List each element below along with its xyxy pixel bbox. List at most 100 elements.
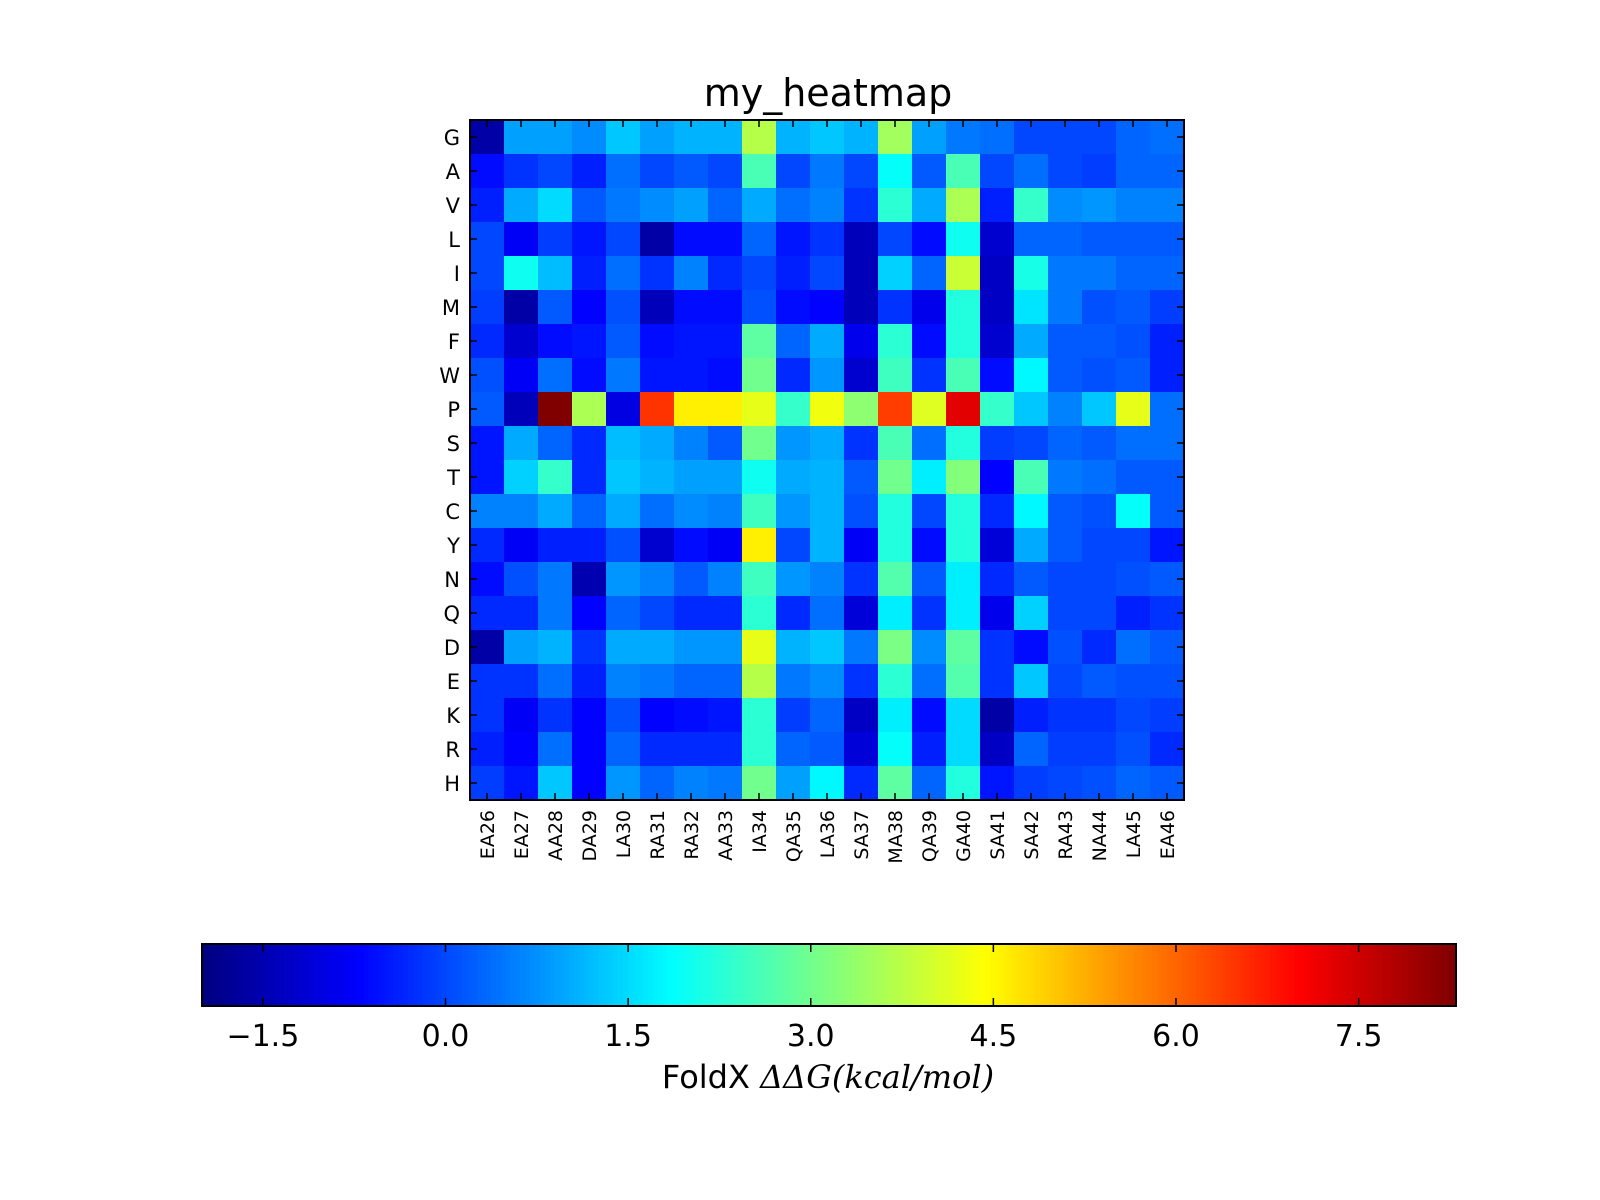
heatmap-cell bbox=[674, 188, 709, 223]
heatmap-cell bbox=[504, 256, 539, 291]
colorbar-segment bbox=[1318, 944, 1325, 1006]
x-tick-label: SA37 bbox=[851, 810, 873, 860]
colorbar-tick-label: 6.0 bbox=[1152, 1019, 1200, 1054]
heatmap-cell bbox=[776, 528, 811, 563]
heatmap-cell bbox=[912, 256, 947, 291]
heatmap-cells bbox=[470, 120, 1185, 801]
x-tick-label: LA30 bbox=[613, 810, 635, 858]
heatmap-cell bbox=[810, 222, 845, 257]
heatmap-cell bbox=[538, 222, 573, 257]
heatmap-cell bbox=[1014, 256, 1049, 291]
heatmap-cell bbox=[946, 324, 981, 359]
colorbar-segment bbox=[1269, 944, 1276, 1006]
heatmap-cell bbox=[810, 596, 845, 631]
heatmap-cell bbox=[1082, 290, 1117, 325]
heatmap-frame bbox=[469, 119, 1185, 801]
colorbar-segment bbox=[966, 944, 972, 1006]
colorbar-segment bbox=[1083, 944, 1090, 1006]
y-tick-label: E bbox=[447, 670, 460, 694]
colorbar-segment bbox=[1411, 944, 1418, 1006]
heatmap-cell bbox=[980, 324, 1015, 359]
heatmap-cell bbox=[606, 732, 641, 767]
heatmap-cell bbox=[1082, 222, 1117, 257]
heatmap-cell bbox=[606, 698, 641, 733]
x-axis-ticks: EA26 EA27 AA28 DA29 LA30 RA31 RA32 AA33 IA34 QA35… bbox=[477, 120, 1179, 864]
heatmap-cell bbox=[1014, 630, 1049, 665]
colorbar-segment bbox=[696, 944, 703, 1006]
colorbar-segment bbox=[505, 944, 512, 1006]
heatmap-cell bbox=[878, 426, 913, 461]
colorbar-segment bbox=[353, 944, 360, 1006]
y-tick-label: N bbox=[444, 568, 460, 592]
heatmap-cell bbox=[572, 596, 607, 631]
colorbar-segment bbox=[471, 944, 477, 1006]
colorbar-segment bbox=[642, 944, 649, 1006]
heatmap-cell bbox=[742, 222, 777, 257]
heatmap-cell bbox=[674, 358, 709, 393]
heatmap-cell bbox=[674, 426, 709, 461]
colorbar-segment bbox=[637, 944, 644, 1006]
heatmap-cell bbox=[708, 562, 743, 597]
colorbar-segment bbox=[1024, 944, 1031, 1006]
colorbar-segment bbox=[334, 944, 340, 1006]
colorbar-segment bbox=[721, 944, 727, 1006]
colorbar-segment bbox=[451, 944, 458, 1006]
colorbar-segment bbox=[1220, 944, 1227, 1006]
heatmap-cell bbox=[1116, 426, 1151, 461]
heatmap-cell bbox=[1082, 732, 1117, 767]
colorbar-segment bbox=[1147, 944, 1153, 1006]
heatmap-cell bbox=[674, 698, 709, 733]
heatmap-cell bbox=[878, 596, 913, 631]
colorbar-segment bbox=[1073, 944, 1080, 1006]
heatmap-cell bbox=[572, 256, 607, 291]
heatmap-cell bbox=[572, 290, 607, 325]
heatmap-cell bbox=[572, 664, 607, 699]
heatmap-cell bbox=[674, 324, 709, 359]
heatmap-cell bbox=[1082, 392, 1117, 427]
heatmap-cell bbox=[946, 188, 981, 223]
heatmap-cell bbox=[810, 392, 845, 427]
y-tick-label: L bbox=[448, 228, 460, 252]
heatmap-cell bbox=[776, 188, 811, 223]
colorbar-segment bbox=[814, 944, 820, 1006]
heatmap-cell bbox=[980, 188, 1015, 223]
x-tick-label: QA39 bbox=[919, 810, 941, 862]
colorbar-segment bbox=[745, 944, 752, 1006]
heatmap-cell bbox=[606, 562, 641, 597]
heatmap-cell bbox=[844, 732, 879, 767]
heatmap-cell bbox=[1048, 358, 1083, 393]
heatmap-cell bbox=[1082, 528, 1117, 563]
heatmap-cell bbox=[606, 290, 641, 325]
colorbar-segment bbox=[799, 944, 806, 1006]
heatmap-cell bbox=[1014, 562, 1049, 597]
colorbar-segment bbox=[804, 944, 811, 1006]
heatmap-cell bbox=[1082, 256, 1117, 291]
heatmap-cell bbox=[504, 596, 539, 631]
heatmap-cell bbox=[572, 154, 607, 189]
colorbar-segment bbox=[843, 944, 850, 1006]
heatmap-cell bbox=[844, 494, 879, 529]
colorbar-segment bbox=[1211, 944, 1217, 1006]
heatmap-cell bbox=[912, 460, 947, 495]
heatmap-cell bbox=[810, 630, 845, 665]
heatmap-cell bbox=[504, 222, 539, 257]
heatmap-cell bbox=[776, 494, 811, 529]
y-tick-label: Q bbox=[443, 602, 460, 626]
colorbar-segment bbox=[1304, 944, 1310, 1006]
x-tick-label: AA33 bbox=[715, 810, 737, 861]
colorbar-segment bbox=[980, 944, 987, 1006]
colorbar-segment bbox=[280, 944, 286, 1006]
y-tick-label: G bbox=[444, 126, 460, 150]
heatmap-cell bbox=[1048, 188, 1083, 223]
heatmap-cell bbox=[538, 562, 573, 597]
colorbar-segment bbox=[206, 944, 213, 1006]
heatmap-cell bbox=[538, 664, 573, 699]
heatmap-cell bbox=[674, 494, 709, 529]
heatmap-cell bbox=[538, 426, 573, 461]
heatmap-cell bbox=[1014, 392, 1049, 427]
heatmap-cell bbox=[572, 222, 607, 257]
heatmap-cell bbox=[912, 426, 947, 461]
colorbar-segment bbox=[422, 944, 428, 1006]
heatmap-cell bbox=[708, 630, 743, 665]
colorbar-segment bbox=[1362, 944, 1369, 1006]
